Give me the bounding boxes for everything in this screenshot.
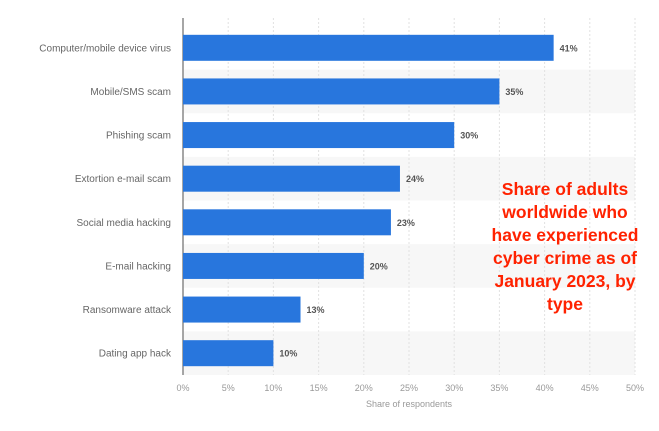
data-label: 20% [370, 261, 388, 271]
x-tick-label: 10% [264, 383, 282, 393]
category-label: Computer/mobile device virus [39, 43, 171, 54]
x-tick-label: 20% [355, 383, 373, 393]
x-tick-label: 15% [310, 383, 328, 393]
category-label: Mobile/SMS scam [90, 87, 171, 98]
data-label: 35% [505, 87, 523, 97]
bar [183, 78, 500, 105]
x-tick-label: 35% [490, 383, 508, 393]
category-label: Social media hacking [77, 218, 172, 229]
bar [183, 296, 301, 323]
bar [183, 340, 274, 367]
bar [183, 165, 400, 192]
x-tick-label: 0% [176, 383, 189, 393]
category-label: Ransomware attack [83, 305, 172, 316]
bar [183, 252, 364, 279]
bar [183, 209, 391, 236]
data-label: 41% [560, 43, 578, 53]
bar [183, 122, 455, 149]
data-label: 24% [406, 174, 424, 184]
x-tick-label: 25% [400, 383, 418, 393]
x-tick-label: 30% [445, 383, 463, 393]
x-tick-label: 40% [536, 383, 554, 393]
bar [183, 34, 554, 61]
data-label: 30% [460, 131, 478, 141]
x-axis-label: Share of respondents [366, 399, 453, 409]
category-label: Dating app hack [99, 349, 172, 360]
category-label: Phishing scam [106, 131, 171, 142]
category-label: Extortion e-mail scam [75, 174, 171, 185]
category-label: E-mail hacking [105, 261, 171, 272]
data-label: 23% [397, 218, 415, 228]
data-label: 10% [279, 349, 297, 359]
chart-title: Share of adults worldwide who have exper… [491, 179, 639, 314]
x-tick-label: 5% [222, 383, 235, 393]
x-tick-label: 50% [626, 383, 644, 393]
x-tick-label: 45% [581, 383, 599, 393]
data-label: 13% [307, 305, 325, 315]
